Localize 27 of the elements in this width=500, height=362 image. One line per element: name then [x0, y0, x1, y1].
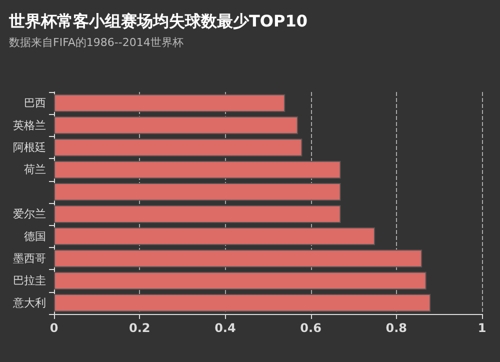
y-tick-label: 巴西 — [24, 96, 46, 110]
bar — [54, 160, 341, 179]
bar — [54, 116, 298, 134]
y-tick-label: 爱尔兰 — [13, 208, 46, 221]
bar — [54, 138, 302, 156]
y-tick-label: 荷兰 — [24, 163, 46, 176]
y-tick-label: 巴拉圭 — [13, 274, 46, 288]
x-tick-label: 0.2 — [128, 321, 150, 335]
bar — [54, 183, 341, 201]
x-tick-label: 1 — [478, 321, 486, 335]
x-tick-label: 0.6 — [300, 321, 322, 335]
y-tick-label: 阿根廷 — [13, 141, 46, 154]
y-tick-label: 英格兰 — [13, 118, 46, 132]
bar — [54, 205, 341, 223]
chart-subtitle: 数据来自FIFA的1986--2014世界杯 — [9, 36, 184, 49]
bar — [54, 294, 431, 312]
bar — [54, 272, 426, 290]
x-tick-label: 0.4 — [214, 321, 236, 335]
bar — [54, 227, 375, 246]
chart-title: 世界杯常客小组赛场均失球数最少TOP10 — [8, 12, 308, 30]
x-tick-label: 0.8 — [386, 321, 408, 335]
y-tick-label: 墨西哥 — [13, 252, 46, 265]
bar — [54, 94, 286, 112]
y-tick-label: 意大利 — [12, 296, 46, 310]
bar — [54, 250, 422, 268]
x-tick-label: 0 — [50, 321, 58, 335]
y-tick-label: 德国 — [24, 230, 46, 243]
